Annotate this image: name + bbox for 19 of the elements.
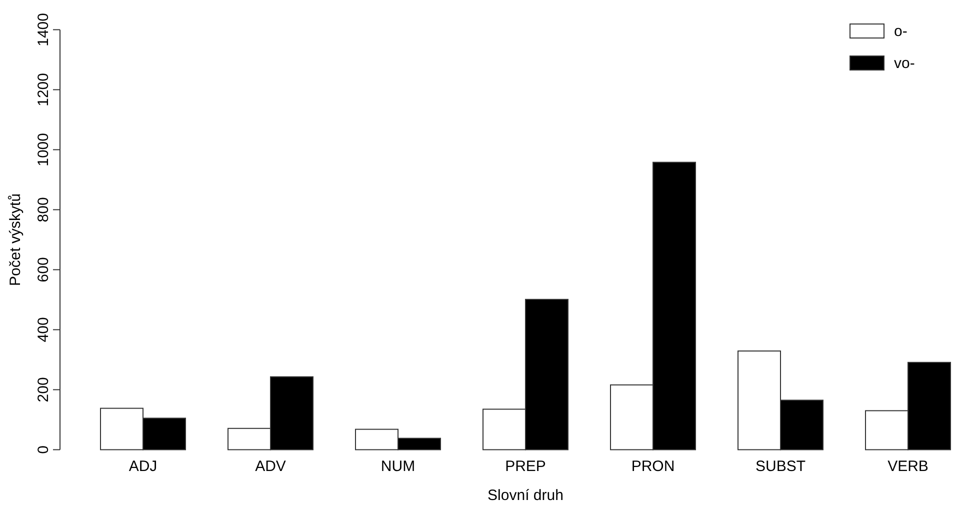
x-tick-label: NUM	[380, 458, 416, 475]
legend-label: vo-	[894, 55, 915, 72]
x-tick-label: SUBST	[755, 458, 806, 475]
y-tick-label: 0	[35, 446, 52, 454]
y-tick-label: 400	[35, 317, 52, 342]
y-tick-label: 600	[35, 257, 52, 282]
legend-label: o-	[894, 23, 908, 40]
y-axis-title: Počet výskytů	[7, 193, 24, 286]
x-tick-label: PREP	[505, 458, 546, 475]
y-tick-label: 1200	[35, 73, 52, 106]
x-tick-label: PRON	[631, 458, 675, 475]
y-tick-label: 1000	[35, 133, 52, 166]
x-tick-label: ADJ	[128, 458, 158, 475]
x-axis-title: Slovní druh	[488, 487, 564, 504]
x-tick-label: ADV	[255, 458, 286, 475]
y-tick-label: 800	[35, 197, 52, 222]
y-tick-label: 200	[35, 377, 52, 402]
x-tick-label: VERB	[888, 458, 928, 475]
y-tick-label: 1400	[35, 13, 52, 46]
